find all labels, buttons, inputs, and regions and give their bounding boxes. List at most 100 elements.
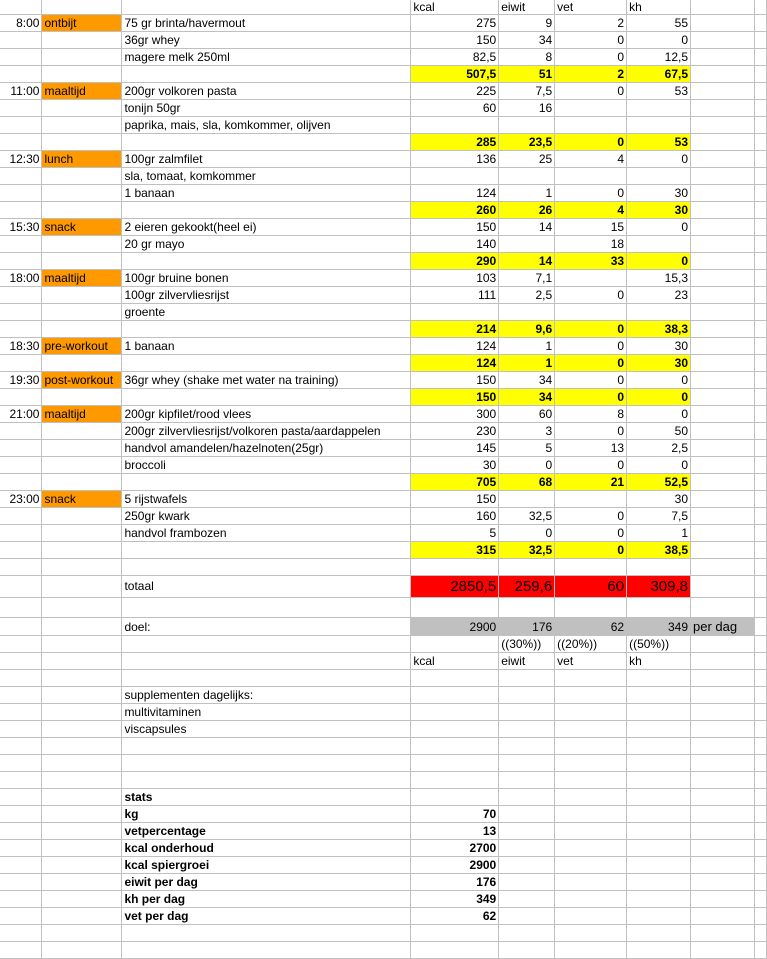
cell-item[interactable] — [121, 388, 412, 406]
cell-kcal[interactable]: 176 — [410, 873, 500, 891]
cell-time[interactable] — [0, 65, 43, 83]
cell-item[interactable] — [121, 669, 412, 687]
cell-kh[interactable] — [626, 597, 692, 618]
cell-kcal[interactable] — [410, 686, 500, 704]
cell-empty[interactable] — [754, 116, 767, 134]
cell-eiwit[interactable] — [498, 856, 556, 874]
cell-meal[interactable] — [41, 31, 123, 49]
cell-eiwit[interactable]: eiwit — [498, 652, 556, 670]
cell-extra[interactable] — [690, 405, 755, 423]
cell-time[interactable] — [0, 303, 43, 321]
cell-meal[interactable] — [41, 303, 123, 321]
cell-kcal[interactable]: 5 — [410, 524, 500, 542]
cell-extra[interactable] — [690, 686, 755, 704]
cell-empty[interactable] — [754, 907, 767, 925]
cell-extra[interactable] — [690, 82, 755, 100]
cell-extra[interactable] — [690, 737, 755, 755]
cell-meal[interactable] — [41, 439, 123, 457]
cell-eiwit[interactable]: 0 — [498, 524, 556, 542]
cell-extra[interactable] — [690, 150, 755, 168]
cell-time[interactable] — [0, 507, 43, 525]
cell-kcal[interactable]: 136 — [410, 150, 500, 168]
cell-time[interactable] — [0, 286, 43, 304]
cell-empty[interactable] — [754, 490, 767, 508]
cell-kcal[interactable] — [410, 635, 500, 653]
cell-kcal[interactable]: 705 — [410, 473, 500, 491]
cell-kcal[interactable]: 2850,5 — [410, 575, 500, 598]
cell-item[interactable]: 20 gr mayo — [121, 235, 412, 253]
cell-empty[interactable] — [754, 617, 767, 636]
cell-empty[interactable] — [754, 371, 767, 389]
cell-item[interactable]: 75 gr brinta/havermout — [121, 14, 412, 32]
cell-empty[interactable] — [754, 439, 767, 457]
cell-time[interactable] — [0, 771, 43, 789]
cell-vet[interactable]: 18 — [554, 235, 628, 253]
cell-kh[interactable]: 7,5 — [626, 507, 692, 525]
cell-kcal[interactable] — [410, 669, 500, 687]
cell-item[interactable] — [121, 541, 412, 559]
cell-vet[interactable] — [554, 597, 628, 618]
cell-meal[interactable] — [41, 771, 123, 789]
cell-kcal[interactable]: 300 — [410, 405, 500, 423]
cell-eiwit[interactable]: 1 — [498, 337, 556, 355]
cell-kh[interactable]: 0 — [626, 371, 692, 389]
cell-vet[interactable]: 21 — [554, 473, 628, 491]
cell-kcal[interactable]: 140 — [410, 235, 500, 253]
cell-eiwit[interactable]: 32,5 — [498, 541, 556, 559]
cell-eiwit[interactable] — [498, 703, 556, 721]
cell-item[interactable]: tonijn 50gr — [121, 99, 412, 117]
cell-extra[interactable] — [690, 235, 755, 253]
cell-item[interactable]: multivitaminen — [121, 703, 412, 721]
cell-meal[interactable]: snack — [41, 490, 123, 508]
cell-empty[interactable] — [754, 65, 767, 83]
cell-eiwit[interactable]: 34 — [498, 31, 556, 49]
cell-eiwit[interactable] — [498, 805, 556, 823]
cell-kh[interactable]: 0 — [626, 252, 692, 270]
cell-meal[interactable] — [41, 456, 123, 474]
cell-meal[interactable]: pre-workout — [41, 337, 123, 355]
cell-time[interactable] — [0, 890, 43, 908]
cell-vet[interactable] — [554, 737, 628, 755]
cell-eiwit[interactable] — [498, 669, 556, 687]
cell-meal[interactable] — [41, 184, 123, 202]
cell-kh[interactable] — [626, 703, 692, 721]
cell-eiwit[interactable]: 1 — [498, 354, 556, 372]
cell-item[interactable] — [121, 320, 412, 338]
cell-kh[interactable]: 30 — [626, 354, 692, 372]
cell-extra[interactable] — [690, 456, 755, 474]
cell-eiwit[interactable] — [498, 167, 556, 185]
cell-item[interactable]: sla, tomaat, komkommer — [121, 167, 412, 185]
cell-meal[interactable] — [41, 686, 123, 704]
cell-kh[interactable]: kh — [626, 0, 692, 15]
cell-vet[interactable]: 15 — [554, 218, 628, 236]
cell-meal[interactable]: maaltijd — [41, 269, 123, 287]
cell-vet[interactable] — [554, 907, 628, 925]
cell-kh[interactable]: kh — [626, 652, 692, 670]
cell-eiwit[interactable] — [498, 907, 556, 925]
cell-kh[interactable] — [626, 303, 692, 321]
cell-empty[interactable] — [754, 422, 767, 440]
cell-vet[interactable]: vet — [554, 0, 628, 15]
cell-item[interactable] — [121, 597, 412, 618]
cell-kh[interactable]: 67,5 — [626, 65, 692, 83]
cell-time[interactable] — [0, 703, 43, 721]
cell-kcal[interactable]: 103 — [410, 269, 500, 287]
cell-vet[interactable] — [554, 771, 628, 789]
cell-item[interactable]: kh per dag — [121, 890, 412, 908]
cell-kcal[interactable]: 124 — [410, 337, 500, 355]
cell-item[interactable] — [121, 473, 412, 491]
cell-extra[interactable] — [690, 754, 755, 772]
cell-extra[interactable] — [690, 184, 755, 202]
cell-item[interactable] — [121, 0, 412, 15]
cell-meal[interactable] — [41, 354, 123, 372]
cell-meal[interactable] — [41, 116, 123, 134]
cell-item[interactable]: 1 banaan — [121, 184, 412, 202]
cell-kh[interactable] — [626, 99, 692, 117]
cell-kh[interactable]: 349 — [626, 617, 692, 636]
cell-meal[interactable] — [41, 635, 123, 653]
cell-extra[interactable]: per dag — [690, 617, 755, 636]
cell-extra[interactable] — [690, 941, 755, 959]
cell-time[interactable] — [0, 48, 43, 66]
cell-meal[interactable] — [41, 65, 123, 83]
cell-vet[interactable] — [554, 890, 628, 908]
